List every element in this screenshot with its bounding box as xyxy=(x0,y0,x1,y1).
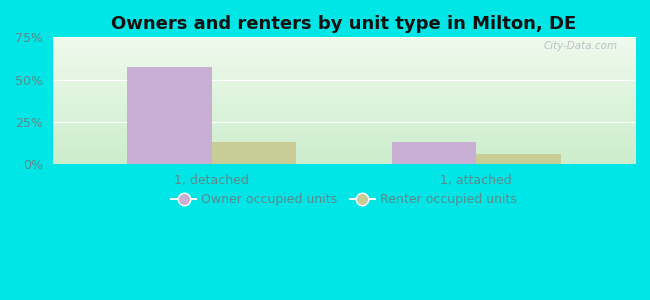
Bar xyxy=(476,154,561,164)
Legend: Owner occupied units, Renter occupied units: Owner occupied units, Renter occupied un… xyxy=(166,188,521,211)
Text: City-Data.com: City-Data.com xyxy=(543,41,618,51)
Bar xyxy=(391,142,476,164)
Title: Owners and renters by unit type in Milton, DE: Owners and renters by unit type in Milto… xyxy=(111,15,577,33)
Bar xyxy=(127,67,211,164)
Bar xyxy=(211,142,296,164)
